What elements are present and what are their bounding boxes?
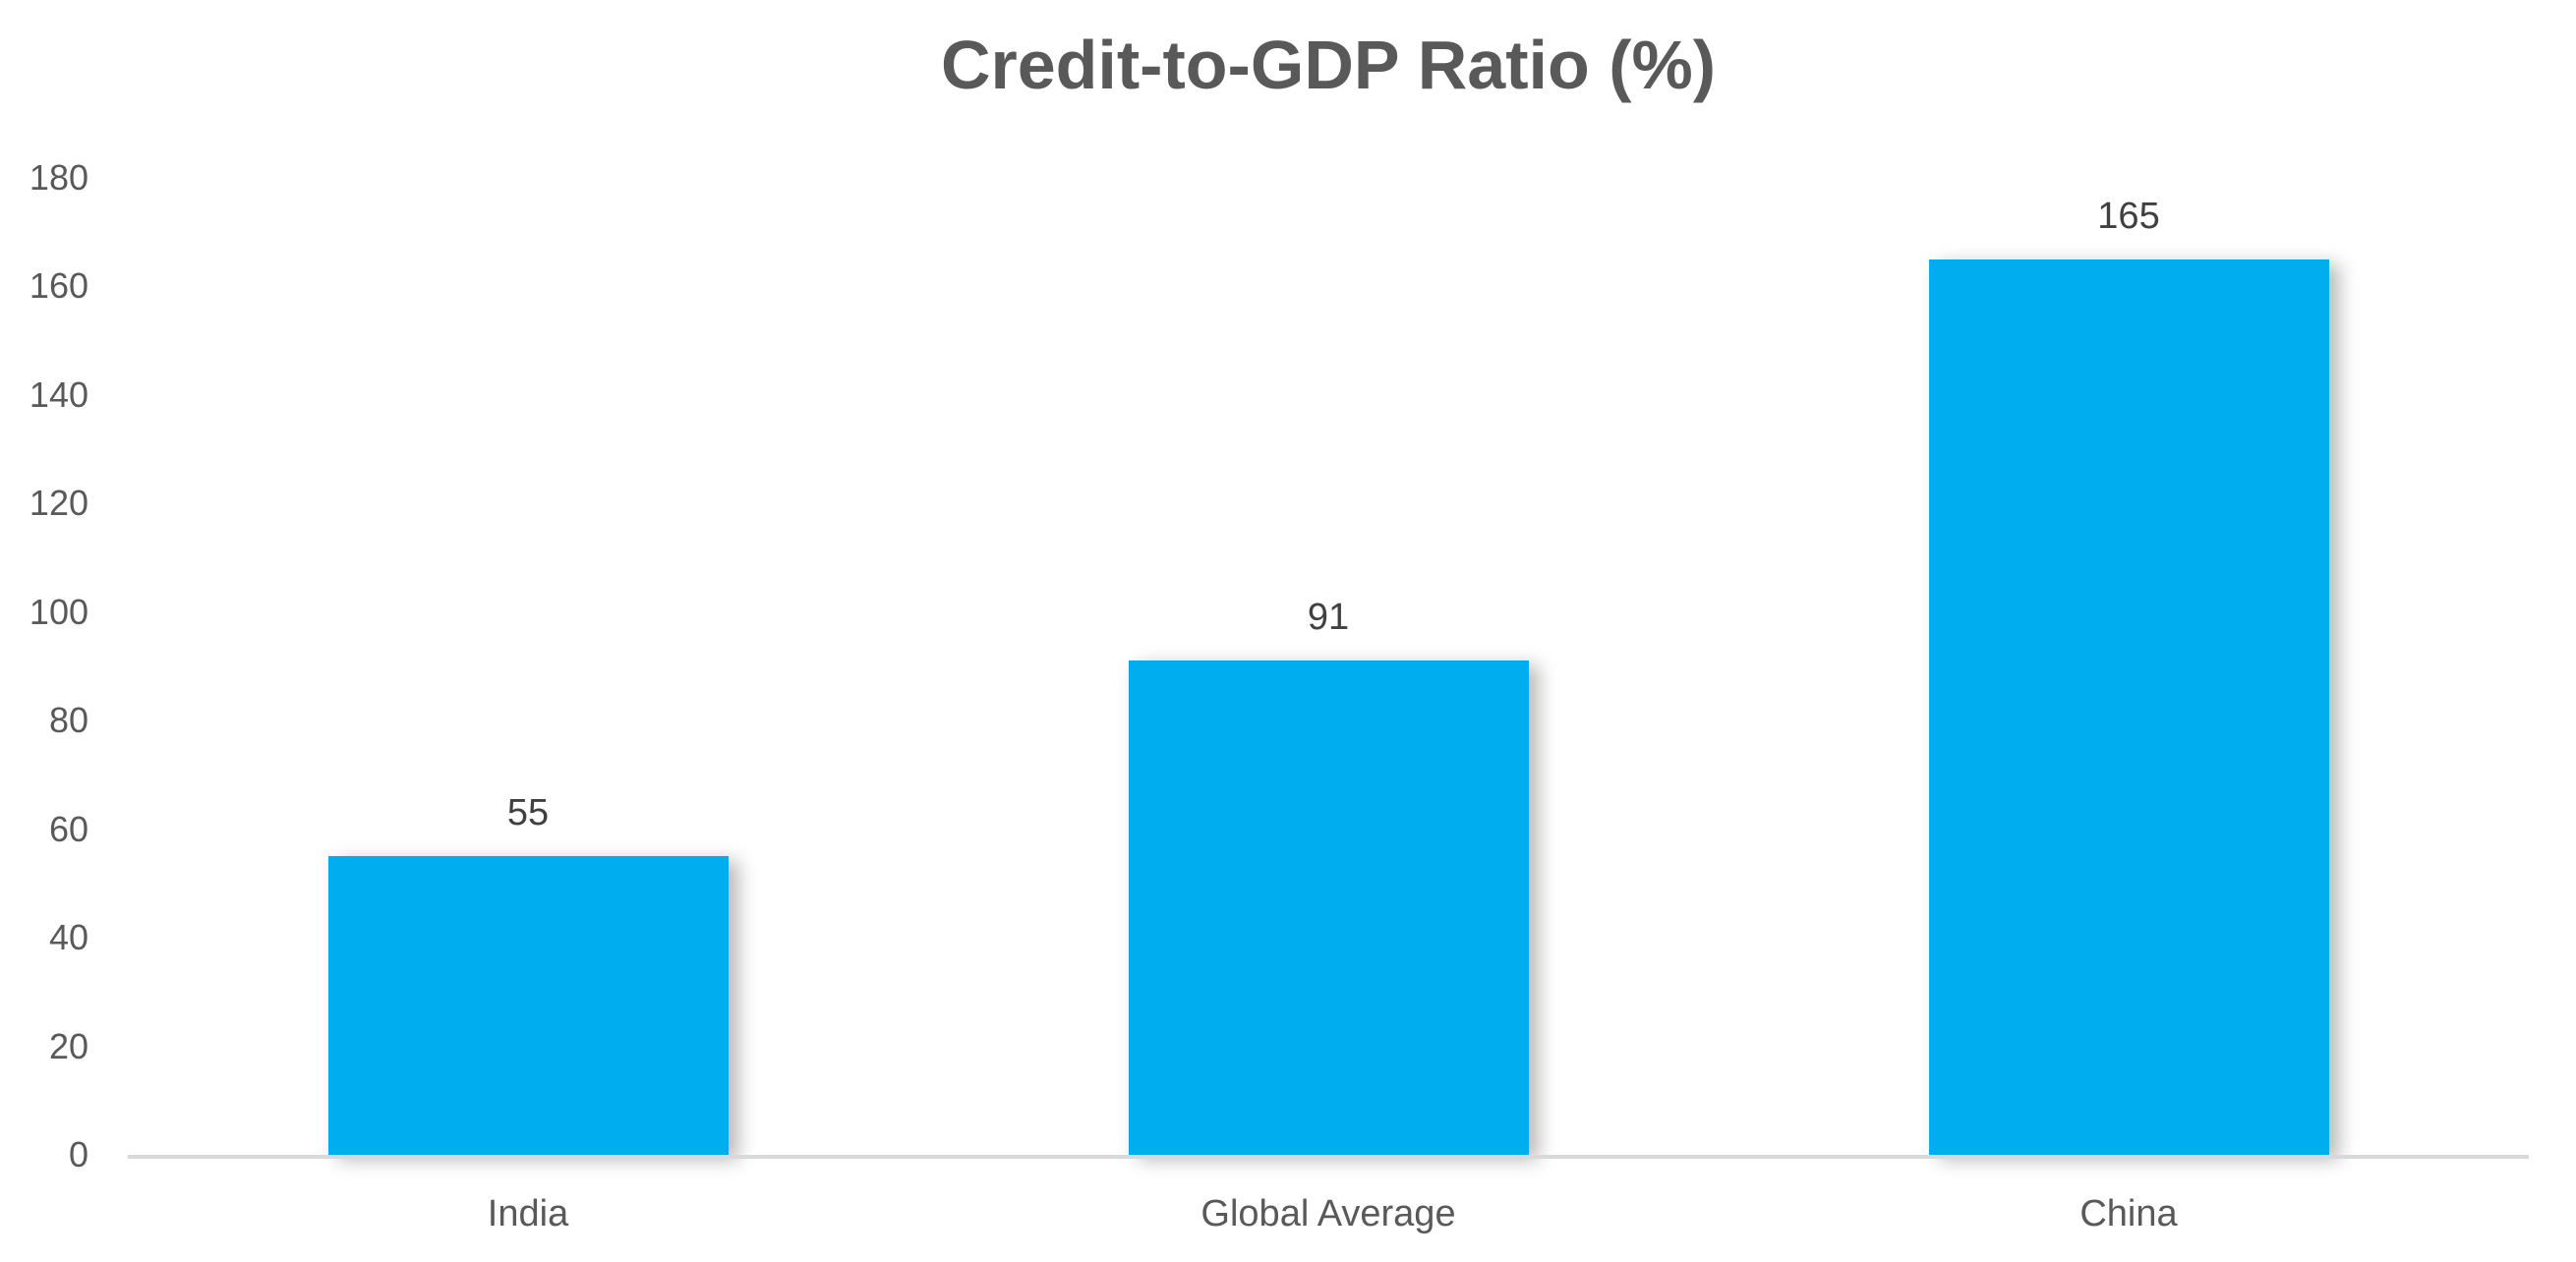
category-label-global-average: Global Average — [1200, 1193, 1456, 1234]
bar-global-average — [1128, 660, 1529, 1155]
y-tick-label: 20 — [48, 1025, 88, 1066]
data-label-china: 165 — [2097, 195, 2160, 237]
y-tick-label: 80 — [48, 700, 88, 741]
y-tick-label: 160 — [29, 265, 88, 307]
category-label-china: China — [2079, 1193, 2178, 1234]
y-tick-label: 60 — [48, 808, 88, 849]
y-tick-label: 100 — [29, 591, 88, 632]
category-label-india: India — [487, 1193, 569, 1234]
plot-area: 55 91 165 — [128, 178, 2529, 1155]
y-axis: 0 20 40 60 80 100 120 140 160 180 — [0, 0, 88, 1262]
y-tick-label: 180 — [29, 157, 88, 198]
y-tick-label: 0 — [68, 1134, 88, 1175]
data-label-india: 55 — [506, 792, 550, 834]
data-label-global-average: 91 — [1307, 597, 1350, 639]
y-tick-label: 40 — [48, 917, 88, 958]
y-tick-label: 120 — [29, 483, 88, 524]
bar-india — [327, 856, 729, 1155]
chart-title: Credit-to-GDP Ratio (%) — [940, 27, 1717, 103]
bar-china — [1928, 258, 2329, 1155]
y-tick-label: 140 — [29, 373, 88, 415]
x-axis-line — [128, 1155, 2529, 1159]
